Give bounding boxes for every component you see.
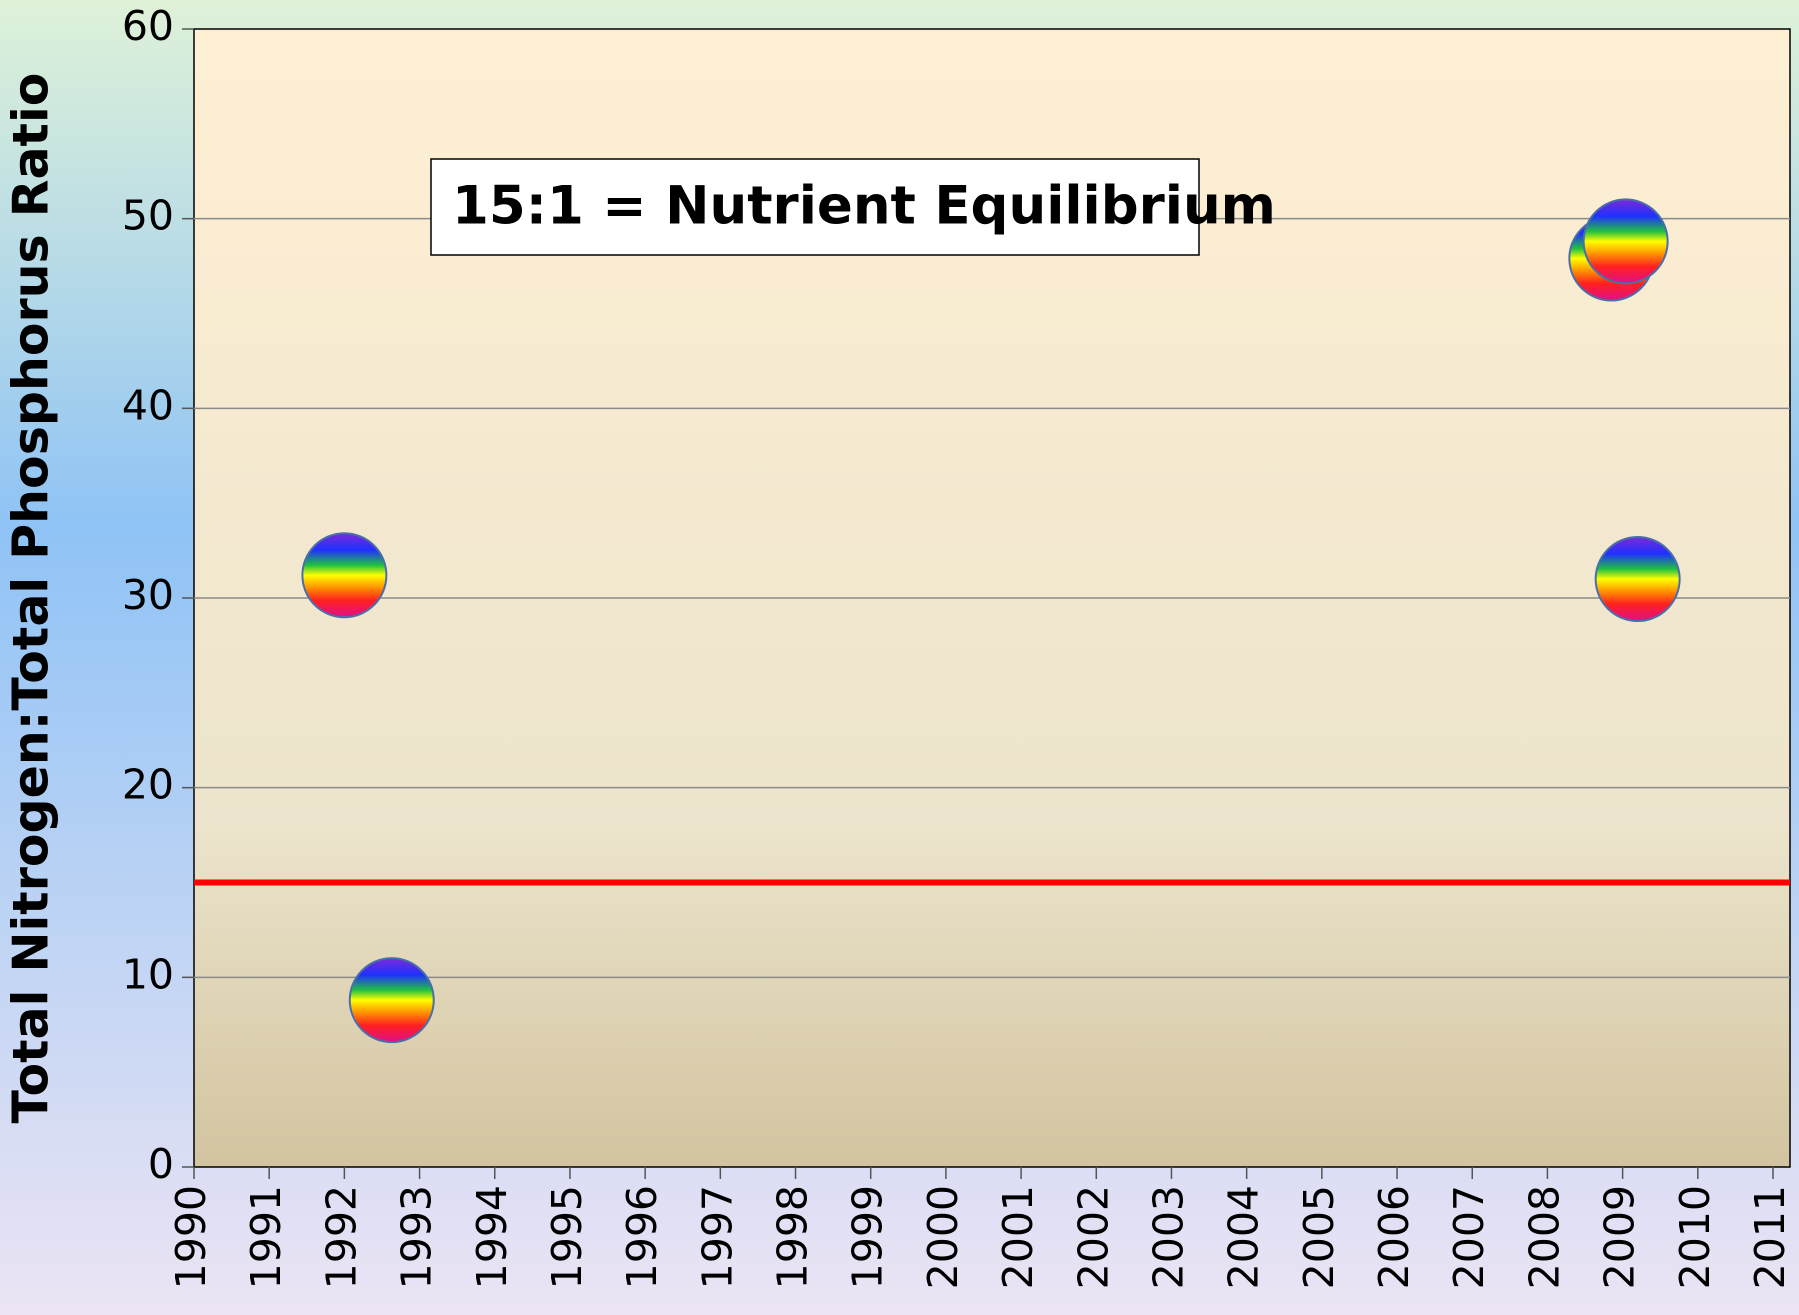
x-tick-label: 2007 xyxy=(1445,1185,1493,1289)
x-tick-label: 1991 xyxy=(242,1185,290,1289)
x-tick-label: 2010 xyxy=(1671,1185,1719,1289)
x-tick-label: 1998 xyxy=(769,1185,817,1289)
y-tick-label: 60 xyxy=(122,2,174,50)
x-tick-label: 2004 xyxy=(1220,1185,1268,1289)
y-tick-label: 0 xyxy=(148,1140,174,1188)
x-tick-label: 2008 xyxy=(1520,1185,1568,1289)
x-tick-label: 1995 xyxy=(543,1185,591,1289)
x-tick-label: 1997 xyxy=(693,1185,741,1289)
x-tick-label: 2011 xyxy=(1746,1185,1794,1289)
x-tick-label: 1994 xyxy=(468,1185,516,1289)
x-tick-label: 2002 xyxy=(1069,1185,1117,1289)
annotation: 15:1 = Nutrient Equilibrium xyxy=(452,176,1276,237)
y-tick-label: 10 xyxy=(122,950,174,998)
x-tick-label: 2000 xyxy=(919,1185,967,1289)
x-tick-label: 1993 xyxy=(393,1185,441,1289)
x-tick-label: 1999 xyxy=(844,1185,892,1289)
y-tick-label: 50 xyxy=(122,192,174,240)
y-axis-label: Total Nitrogen:Total Phosphorus Ratio xyxy=(3,73,60,1124)
x-tick-label: 1992 xyxy=(317,1185,365,1289)
x-tick-label: 2003 xyxy=(1144,1185,1192,1289)
annotation-box xyxy=(430,158,1200,256)
x-tick-label: 1996 xyxy=(618,1185,666,1289)
y-tick-label: 40 xyxy=(122,381,174,429)
x-tick-label: 2001 xyxy=(994,1185,1042,1289)
x-tick-label: 1990 xyxy=(167,1185,215,1289)
point xyxy=(301,532,388,619)
point xyxy=(348,957,435,1044)
point xyxy=(1582,198,1669,285)
x-tick-label: 2009 xyxy=(1596,1185,1644,1289)
x-tick-label: 2006 xyxy=(1370,1185,1418,1289)
y-tick-label: 30 xyxy=(122,571,174,619)
point xyxy=(1594,536,1681,623)
x-tick-label: 2005 xyxy=(1295,1185,1343,1289)
y-tick-label: 20 xyxy=(122,761,174,809)
